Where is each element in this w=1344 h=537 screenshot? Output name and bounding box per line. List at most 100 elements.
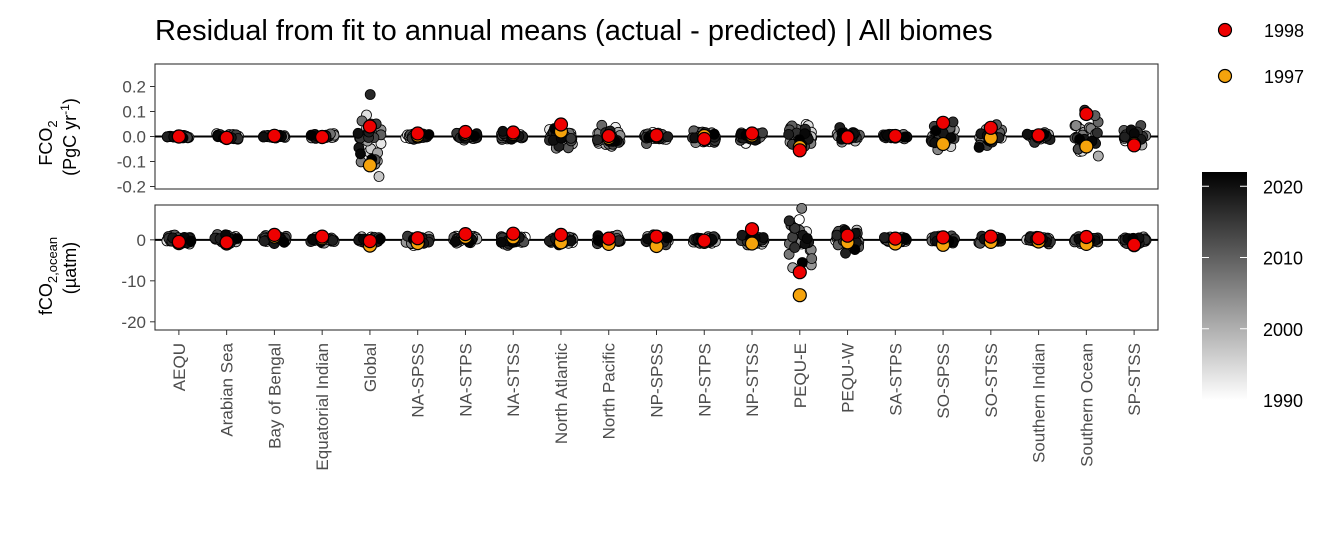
background-point (930, 125, 942, 137)
point-1998-southern-ocean-panel1 (1079, 229, 1094, 245)
background-point (1092, 150, 1104, 162)
panel0-ytick-label: 0.2 (122, 78, 146, 97)
point-1998-bay-of-bengal-panel0 (267, 128, 282, 143)
background-point (423, 129, 435, 140)
colorbar-tick-label: 2000 (1263, 320, 1303, 340)
point-1998-sp-stss-panel1 (1127, 237, 1142, 252)
xtick-label: NA-SPSS (409, 343, 428, 418)
xtick-label: North Pacific (600, 343, 619, 440)
point-1998-southern-ocean-panel0 (1079, 106, 1094, 122)
background-point (278, 236, 290, 248)
background-point (1021, 128, 1033, 140)
point-1998-pequ-e-panel0 (792, 143, 807, 158)
top-ylabel-main: FCO (36, 128, 56, 166)
panel1-ytick-label: -20 (121, 313, 146, 332)
background-point (565, 132, 577, 144)
point-1998-pequ-e-panel1 (792, 265, 807, 280)
point-1998-equatorial-indian-panel1 (315, 229, 330, 244)
xtick-label: NP-SPSS (648, 343, 667, 418)
point-1998-arabian-sea-panel1 (219, 235, 234, 250)
svg-text:fCO2,ocean: fCO2,ocean (36, 237, 60, 315)
background-point (840, 247, 851, 259)
point-1998-north-pacific-panel1 (601, 231, 616, 246)
xtick-label: NA-STSS (504, 343, 523, 417)
point-1998-global-panel1 (362, 234, 378, 249)
xtick-label: SO-SPSS (934, 343, 953, 419)
point-1998-na-stps-panel0 (458, 124, 473, 140)
xtick-label: AEQU (170, 343, 189, 391)
panel0-ytick-label: 0.1 (122, 103, 146, 122)
point-1998-north-atlantic-panel1 (553, 227, 569, 242)
svg-text:(PgC yr-1): (PgC yr-1) (58, 98, 80, 176)
background-point (1119, 131, 1131, 143)
background-point (232, 233, 244, 244)
point-1998-arabian-sea-panel0 (219, 130, 234, 145)
background-point (305, 129, 317, 141)
background-point (789, 222, 801, 234)
point-1998-aequ-panel1 (171, 234, 186, 249)
colorbar: 1990 2000 2010 2020 (1202, 172, 1303, 411)
background-point (661, 232, 673, 244)
panel-top-frame (154, 63, 1159, 190)
point-1998-sp-stss-panel0 (1127, 138, 1142, 153)
top-panel-ylabel: FCO2 (PgC yr-1) (36, 98, 80, 176)
background-point (373, 171, 385, 182)
colorbar-tick-label: 2020 (1263, 177, 1303, 197)
xtick-label: North Atlantic (552, 343, 571, 445)
bottom-ylabel-main: fCO (36, 283, 56, 315)
point-1998-pequ-w-panel1 (840, 228, 855, 243)
point-1998-sa-stps-panel0 (888, 128, 903, 144)
background-point (973, 141, 985, 153)
background-point (789, 242, 801, 253)
point-1997-pequ-e-panel1 (792, 288, 807, 303)
panel1-ytick-label: -10 (121, 272, 146, 291)
point-1998-so-spss-panel1 (935, 230, 951, 245)
top-ylabel-unit-sup: -1 (58, 104, 72, 115)
background-point (352, 127, 364, 139)
xtick-label: PEQU-E (791, 343, 810, 408)
point-1998-np-stps-panel0 (697, 131, 712, 147)
point-1998-so-stss-panel0 (983, 120, 998, 135)
point-1998-na-stps-panel1 (458, 227, 473, 242)
xtick-label: Bay of Bengal (265, 343, 284, 449)
xtick-label: SP-STSS (1125, 343, 1144, 416)
point-1997-global-panel0 (362, 158, 378, 173)
background-point (783, 215, 795, 227)
point-1998-np-stps-panel1 (697, 233, 712, 248)
xtick-label: NP-STSS (743, 343, 762, 417)
background-point (806, 253, 818, 265)
point-1998-na-spss-panel0 (410, 126, 425, 141)
point-1998-equatorial-indian-panel0 (315, 129, 330, 145)
xtick-label: Southern Indian (1030, 343, 1049, 463)
point-1998-np-stss-panel1 (744, 222, 760, 237)
bottom-ylabel-sub: 2,ocean (45, 237, 60, 283)
background-point (592, 134, 603, 146)
panel1-ytick-label: 0 (137, 231, 146, 250)
point-1998-north-atlantic-panel0 (553, 117, 569, 132)
point-1998-np-spss-panel1 (649, 229, 664, 244)
background-point (355, 148, 366, 160)
background-point (185, 235, 197, 247)
background-point (495, 236, 507, 248)
xtick-label: Global (361, 343, 380, 392)
point-1998-southern-indian-panel1 (1031, 231, 1046, 246)
point-1998-southern-indian-panel0 (1031, 128, 1046, 143)
legend: 1998 1997 (1217, 21, 1304, 87)
background-point (783, 128, 795, 140)
bottom-panel-ylabel: fCO2,ocean (µatm) (36, 237, 80, 315)
background-point (801, 233, 813, 244)
point-1998-sa-stps-panel1 (888, 231, 903, 246)
xtick-label: Southern Ocean (1077, 343, 1096, 467)
bottom-ylabel-unit: (µatm) (60, 242, 80, 294)
xtick-label: NP-STPS (695, 343, 714, 417)
legend-marker-1998 (1217, 22, 1233, 38)
panel-bottom-frame (154, 204, 1159, 331)
background-point (796, 202, 808, 214)
xtick-label: SA-STPS (886, 343, 905, 416)
point-1998-global-panel0 (362, 119, 378, 134)
point-1998-na-spss-panel1 (410, 231, 425, 246)
legend-label-1997: 1997 (1264, 67, 1304, 87)
point-1998-bay-of-bengal-panel1 (267, 227, 282, 242)
panel0-ytick-label: 0.0 (122, 128, 146, 147)
legend-marker-1997 (1217, 68, 1233, 84)
